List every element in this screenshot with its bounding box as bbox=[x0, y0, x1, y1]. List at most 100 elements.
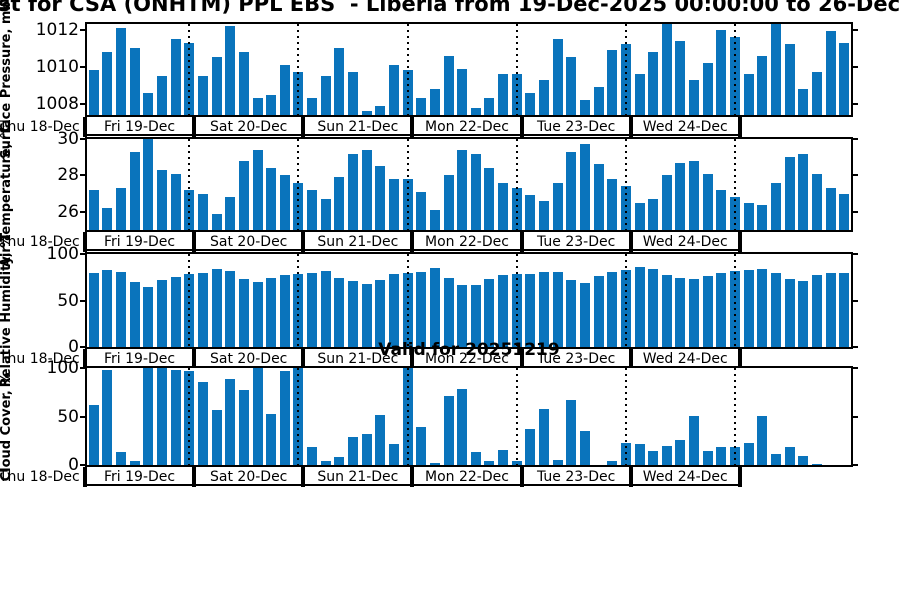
day-boundary-dotted-line bbox=[406, 254, 409, 347]
y-tick-label: 0 bbox=[68, 337, 79, 357]
bar bbox=[648, 269, 659, 347]
y-tick-mark bbox=[851, 103, 858, 105]
bar bbox=[266, 95, 277, 115]
bar bbox=[225, 26, 236, 115]
bar bbox=[539, 201, 550, 230]
bar bbox=[784, 157, 795, 230]
day-label: Mon 22-Dec bbox=[425, 351, 509, 367]
bar bbox=[266, 278, 277, 347]
y-tick-label: 30 bbox=[57, 129, 79, 149]
bar bbox=[607, 272, 618, 347]
bar bbox=[457, 285, 468, 347]
day-label-row: Thu 18-Dec Fri 19-Dec Sat 20-Dec Sun 21-De… bbox=[0, 349, 853, 369]
bar bbox=[811, 275, 822, 347]
plot-area-temperature: 26 28 30 bbox=[57, 130, 858, 232]
x-axis-start-label: Thu 18-Dec bbox=[0, 469, 80, 485]
bar bbox=[361, 284, 372, 347]
bar bbox=[648, 199, 659, 230]
y-tick-mark bbox=[80, 416, 87, 418]
y-tick-mark bbox=[80, 346, 87, 348]
bar bbox=[525, 93, 536, 115]
day-boundary-tick bbox=[301, 349, 306, 369]
day-boundary-dotted-line bbox=[188, 139, 191, 230]
bar bbox=[579, 431, 590, 465]
day-boundary-tick bbox=[628, 467, 633, 487]
day-boundary-tick bbox=[519, 349, 524, 369]
day-boundary-tick bbox=[301, 467, 306, 487]
day-boundary-dotted-line bbox=[734, 368, 737, 465]
day-label: Sun 21-Dec bbox=[317, 119, 399, 135]
day-boundary-dotted-line bbox=[734, 139, 737, 230]
y-tick-mark bbox=[80, 211, 87, 213]
day-label: Sun 21-Dec bbox=[317, 234, 399, 250]
day-boundary-dotted-line bbox=[188, 24, 191, 115]
day-boundary-tick bbox=[737, 117, 742, 137]
plot-area-humidity: 0 50 100 bbox=[47, 245, 858, 356]
bar bbox=[416, 192, 427, 230]
day-label: Sat 20-Dec bbox=[210, 351, 288, 367]
day-boundary-dotted-line bbox=[297, 24, 300, 115]
y-tick-mark bbox=[851, 211, 858, 213]
day-label: Wed 24-Dec bbox=[642, 351, 728, 367]
bar bbox=[552, 272, 563, 347]
day-boundary-dotted-line bbox=[297, 254, 300, 347]
bar bbox=[88, 190, 99, 230]
bar bbox=[675, 41, 686, 115]
y-tick-mark bbox=[851, 416, 858, 418]
day-label: Fri 19-Dec bbox=[104, 119, 176, 135]
bar bbox=[593, 276, 604, 347]
bar bbox=[375, 280, 386, 347]
day-boundary-dotted-line bbox=[297, 368, 300, 465]
bar bbox=[757, 56, 768, 115]
bar bbox=[552, 39, 563, 115]
bar bbox=[811, 72, 822, 115]
bar bbox=[811, 174, 822, 230]
bar bbox=[552, 460, 563, 465]
bar bbox=[770, 183, 781, 230]
bar bbox=[334, 457, 345, 465]
day-label: Wed 24-Dec bbox=[642, 234, 728, 250]
bar bbox=[702, 174, 713, 230]
bar bbox=[675, 440, 686, 465]
bar bbox=[279, 275, 290, 347]
bar bbox=[348, 72, 359, 115]
y-tick-mark bbox=[851, 253, 858, 255]
bar bbox=[238, 52, 249, 115]
y-tick-label: 100 bbox=[46, 244, 79, 264]
day-boundary-tick bbox=[301, 232, 306, 252]
day-label: Tue 23-Dec bbox=[536, 469, 616, 485]
bar bbox=[429, 210, 440, 230]
bar bbox=[157, 280, 168, 347]
bar bbox=[252, 150, 263, 230]
y-tick-mark bbox=[80, 29, 87, 31]
day-boundary-dotted-line bbox=[406, 368, 409, 465]
bar bbox=[170, 174, 181, 230]
bar bbox=[484, 279, 495, 347]
bar bbox=[566, 400, 577, 465]
day-label: Tue 23-Dec bbox=[536, 234, 616, 250]
bar bbox=[129, 282, 140, 347]
bar bbox=[457, 69, 468, 115]
bar bbox=[579, 283, 590, 347]
bar bbox=[116, 272, 127, 347]
bar bbox=[539, 80, 550, 115]
day-label-row: Thu 18-Dec Fri 19-Dec Sat 20-Dec Sun 21-De… bbox=[0, 467, 853, 487]
bar bbox=[825, 273, 836, 347]
day-label: Tue 23-Dec bbox=[536, 119, 616, 135]
bar bbox=[375, 415, 386, 465]
bar bbox=[784, 447, 795, 465]
bar bbox=[238, 390, 249, 465]
bar bbox=[266, 414, 277, 465]
bar bbox=[593, 87, 604, 115]
bar bbox=[798, 154, 809, 230]
bar bbox=[689, 416, 700, 465]
bar bbox=[470, 108, 481, 115]
x-axis-start-label: Thu 18-Dec bbox=[0, 119, 80, 135]
day-label: Fri 19-Dec bbox=[104, 351, 176, 367]
day-boundary-tick bbox=[410, 117, 415, 137]
y-tick-mark bbox=[80, 253, 87, 255]
bar bbox=[648, 52, 659, 115]
y-tick-mark bbox=[851, 29, 858, 31]
bar bbox=[252, 98, 263, 115]
bar bbox=[129, 152, 140, 230]
